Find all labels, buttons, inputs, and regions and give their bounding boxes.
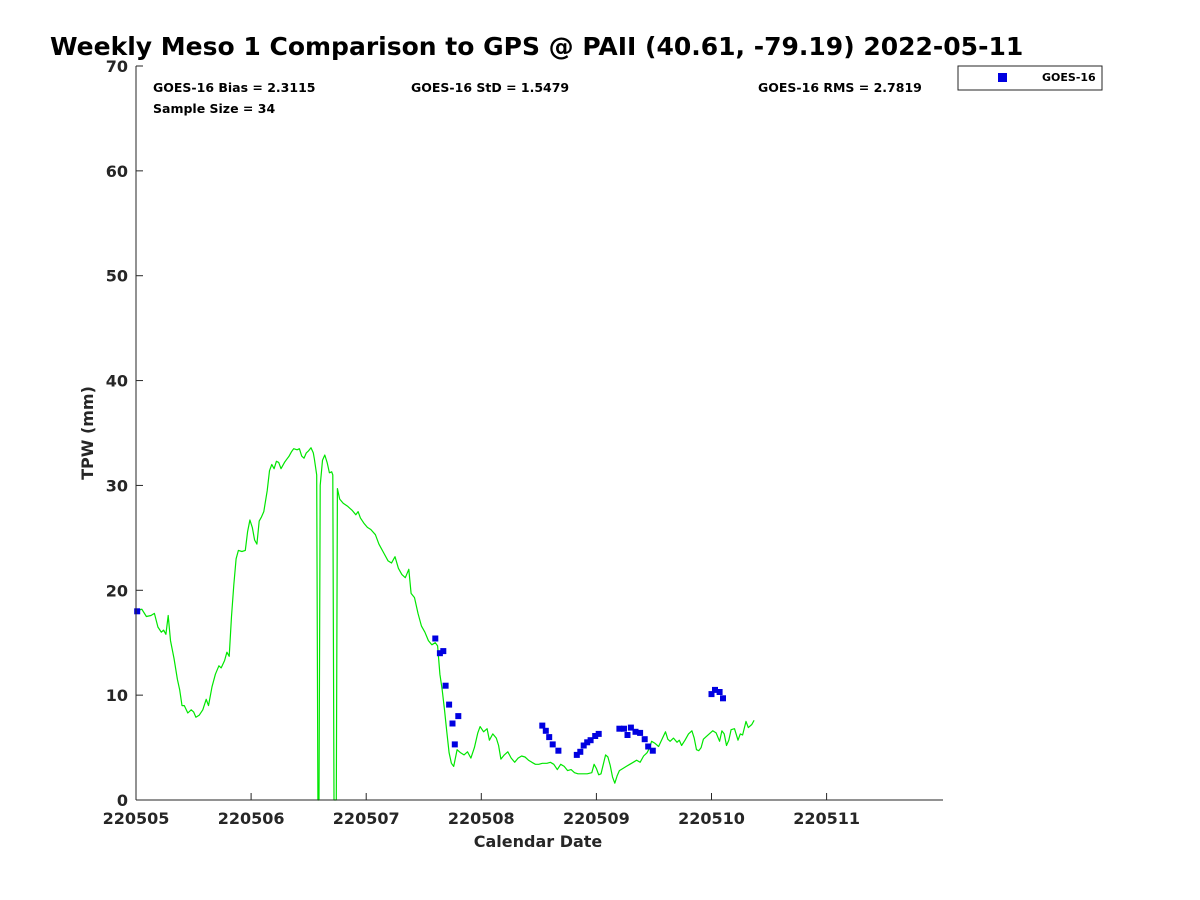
x-tick-label: 220511 — [793, 809, 860, 828]
goes16-point — [637, 729, 644, 736]
goes16-point — [616, 725, 623, 732]
y-ticks: 0 10 20 30 40 50 60 70 — [106, 57, 143, 810]
goes16-point — [632, 728, 639, 735]
y-tick-label: 60 — [106, 162, 128, 181]
y-tick-label: 30 — [106, 476, 128, 495]
goes16-point — [442, 682, 449, 689]
legend: GOES-16 — [957, 65, 1103, 91]
legend-label-goes16: GOES-16 — [1042, 71, 1096, 84]
x-tick-label: 220505 — [103, 809, 170, 828]
goes16-point — [720, 695, 726, 702]
x-tick-label: 220507 — [333, 809, 400, 828]
legend-box — [957, 65, 1103, 91]
goes16-point — [455, 713, 462, 720]
goes16-point — [592, 733, 599, 739]
x-ticks: 220505 220506 220507 220508 220509 220510 2205… — [103, 793, 860, 828]
goes16-point — [446, 701, 453, 708]
bias-annotation: GOES-16 Bias = 2.3115 — [153, 80, 315, 95]
rms-annotation: GOES-16 RMS = 2.7819 — [758, 80, 922, 95]
y-axis-label: TPW (mm) — [78, 386, 97, 480]
goes16-point — [627, 724, 634, 731]
goes16-point — [549, 741, 556, 748]
goes16-point — [432, 635, 439, 642]
std-annotation: GOES-16 StD = 1.5479 — [411, 80, 569, 95]
y-tick-label: 20 — [106, 581, 128, 600]
goes16-point — [716, 689, 723, 695]
goes16-point — [451, 741, 458, 748]
x-tick-label: 220509 — [563, 809, 630, 828]
goes16-point — [587, 737, 594, 744]
goes16-point — [436, 650, 443, 657]
y-tick-label: 10 — [106, 686, 128, 705]
goes16-point — [708, 691, 715, 698]
axes — [135, 66, 943, 801]
y-tick-label: 40 — [106, 372, 128, 391]
goes16-point — [573, 751, 580, 758]
goes16-point — [595, 730, 602, 737]
goes16-point — [555, 747, 562, 754]
y-tick-label: 0 — [117, 791, 128, 810]
goes16-point — [584, 739, 591, 746]
legend-marker-goes16 — [998, 73, 1007, 82]
x-tick-label: 220510 — [678, 809, 745, 828]
plot-area — [134, 447, 755, 801]
y-tick-label: 70 — [106, 57, 128, 76]
chart-title: Weekly Meso 1 Comparison to GPS @ PAII (… — [50, 32, 1023, 61]
x-axis-label: Calendar Date — [474, 832, 603, 851]
goes16-point — [134, 608, 141, 615]
goes16-point — [624, 732, 631, 738]
goes16-point — [712, 686, 718, 693]
x-tick-label: 220506 — [218, 809, 285, 828]
goes16-point — [621, 725, 627, 732]
goes16-point — [641, 736, 648, 743]
x-tick-label: 220508 — [448, 809, 515, 828]
goes16-point — [539, 722, 546, 729]
goes16-point — [546, 734, 553, 741]
gps-series-line — [135, 447, 755, 801]
y-tick-label: 50 — [106, 267, 128, 286]
goes16-point — [649, 747, 656, 754]
sample-size-annotation: Sample Size = 34 — [153, 101, 275, 116]
goes16-point — [577, 748, 584, 755]
goes16-point — [542, 727, 549, 734]
goes16-point — [580, 742, 587, 749]
goes16-point — [449, 720, 456, 727]
goes16-point — [440, 648, 447, 655]
goes16-point — [645, 743, 652, 750]
